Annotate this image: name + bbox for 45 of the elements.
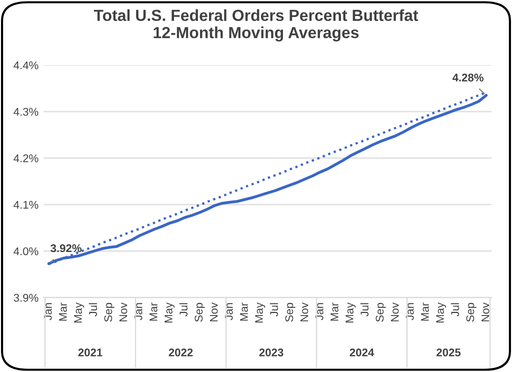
text: 2024 <box>350 348 374 356</box>
x-tick-label: Nov <box>119 302 128 322</box>
x-tick-label: Jul <box>88 303 98 316</box>
x-tick-label: May <box>74 302 84 323</box>
x-tick-label: Jan <box>225 303 233 320</box>
x-tick-label: Mar <box>150 302 158 321</box>
x-tick-label: Nov <box>300 302 308 322</box>
x-tick-label: Mar <box>330 302 338 321</box>
x-tick-label: Jul <box>270 303 278 316</box>
x-tick-label: Nov <box>481 302 490 322</box>
x-tick-label: Jul <box>450 303 460 316</box>
x-tick-label: Nov <box>390 302 399 322</box>
annotation: 4.28% <box>452 74 484 82</box>
x-tick-label: Mar <box>59 302 67 321</box>
x-tick-label: Nov <box>210 302 218 322</box>
x-tick-label: Jan <box>44 303 52 320</box>
x-tick-label: Sep <box>376 302 386 322</box>
x-tick-label: Mar <box>421 302 429 321</box>
x-tick-label: May <box>255 302 266 323</box>
x-tick-label: Jan <box>134 303 142 320</box>
x-tick-label: Sep <box>104 302 114 322</box>
y-tick-label: 4.1% <box>14 200 38 209</box>
y-tick-label: 4.0% <box>14 247 38 256</box>
x-tick-label: Jul <box>179 303 188 316</box>
y-tick-label: 4.4% <box>14 61 38 70</box>
x-tick-label: May <box>436 302 446 323</box>
text: 2021 <box>78 348 102 356</box>
y-tick-label: 4.3% <box>14 108 38 116</box>
x-tick-label: Sep <box>285 302 296 322</box>
x-tick-label: Jul <box>360 303 369 316</box>
x-tick-label: Jan <box>316 303 324 320</box>
annotation: 3.92% <box>50 244 82 252</box>
x-tick-label: Mar <box>240 302 248 321</box>
x-tick-label: May <box>346 302 356 323</box>
y-tick-label: 4.2% <box>14 154 38 162</box>
text: 2025 <box>436 348 461 356</box>
y-tick-label: 3.9% <box>14 294 38 302</box>
x-tick-label: Jan <box>406 303 414 320</box>
x-tick-label: Sep <box>466 302 476 322</box>
chart-title: Total U.S. Federal Orders Percent Butterfat <box>94 9 418 22</box>
text: 2022 <box>168 348 193 356</box>
x-tick-label: May <box>164 302 175 323</box>
chart-subtitle: 12-Month Moving Averages <box>154 26 359 42</box>
x-tick-label: Sep <box>194 302 205 322</box>
text: 2023 <box>259 348 284 356</box>
